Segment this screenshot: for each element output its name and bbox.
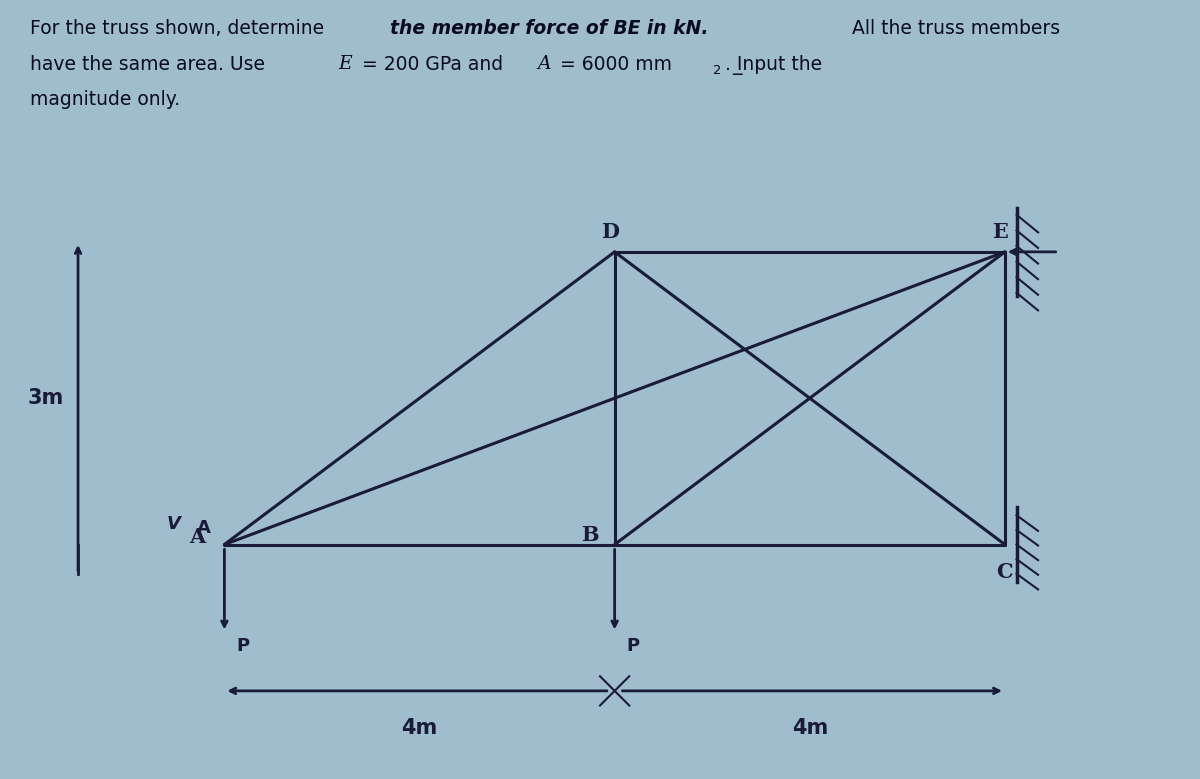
Text: D: D <box>601 222 619 242</box>
Text: A: A <box>197 519 211 537</box>
Text: = 6000 mm: = 6000 mm <box>554 55 672 73</box>
Text: P: P <box>626 637 640 655</box>
Text: magnitude only.: magnitude only. <box>30 90 180 108</box>
Text: 2: 2 <box>713 64 721 77</box>
Text: C: C <box>996 562 1013 582</box>
Text: 4m: 4m <box>401 718 438 738</box>
Text: the member force of BE in kN.: the member force of BE in kN. <box>390 19 708 38</box>
Text: All the truss members: All the truss members <box>846 19 1060 38</box>
Text: A: A <box>538 55 551 72</box>
Text: P: P <box>236 637 250 655</box>
Text: V: V <box>167 515 180 533</box>
Text: For the truss shown, determine: For the truss shown, determine <box>30 19 330 38</box>
Text: A: A <box>188 527 205 547</box>
Text: . I̲nput the: . I̲nput the <box>725 55 822 75</box>
Text: have the same area. Use: have the same area. Use <box>30 55 271 73</box>
Text: E: E <box>992 222 1008 242</box>
Text: 3m: 3m <box>28 388 64 408</box>
Text: 4m: 4m <box>792 718 828 738</box>
Text: = 200 GPa and: = 200 GPa and <box>356 55 510 73</box>
Text: E: E <box>338 55 352 72</box>
Text: B: B <box>582 525 599 545</box>
